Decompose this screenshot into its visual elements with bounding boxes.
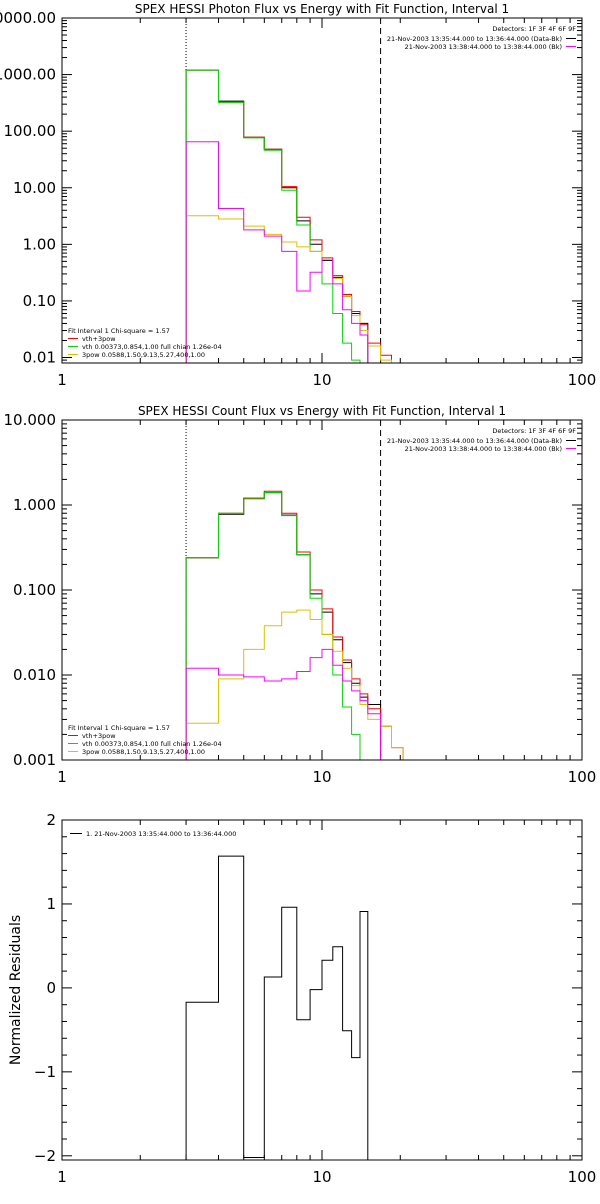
data-series [185,490,404,760]
legend-left-label: 3pow 0.0588,1.50,9.13,5.27,400,1.00 [82,748,205,756]
x-tick-label: 1 [57,1168,67,1186]
data-series [185,69,392,363]
y-tick-label: 0.100 [13,581,56,599]
legend-right-label: 21-Nov-2003 13:35:44.000 to 13:36:44.000… [387,437,562,445]
detectors-label: Detectors: 1F 3F 4F 6F 9F [492,25,576,33]
plot-frame [61,419,583,761]
plot-frame [61,17,583,364]
series-4-line [185,215,392,363]
legend-left-label: vth+3pow [82,335,116,343]
chart-panel-2: SPEX HESSI Count Flux vs Energy with Fit… [4,404,597,786]
y-tick-label: −1 [34,1063,56,1081]
plot-frame [61,819,583,1161]
x-tick-label: 10 [312,371,331,389]
x-tick-label: 10 [312,1168,331,1186]
y-ticks [62,17,582,364]
fit-chi-square-label: Fit Interval 1 Chi-square = 1.57 [68,724,170,732]
legend-left-label: vth+3pow [82,732,116,740]
series-2-line [185,69,392,363]
series-3-line [185,69,361,363]
legend-left-label: vth 0.00373,0.854,1.00 full chian 1.26e-… [82,343,222,351]
data-series [185,855,381,1160]
x-tick-label: 1 [57,371,67,389]
y-tick-label: 0.010 [13,666,56,684]
x-tick-label: 100 [568,371,597,389]
fit-chi-square-label: Fit Interval 1 Chi-square = 1.57 [68,327,170,335]
legend-right-label: 21-Nov-2003 13:35:44.000 to 13:36:44.000… [387,35,562,43]
chart-title: SPEX HESSI Photon Flux vs Energy with Fi… [135,2,509,16]
series-5-line [185,648,382,760]
y-tick-label: 1.000 [13,496,56,514]
y-tick-label: 10.00 [13,179,56,197]
y-tick-label: 2 [46,811,56,829]
legend-right-label: 21-Nov-2003 13:38:44.000 to 13:38:44.000… [405,43,562,51]
series-3-line [185,492,368,760]
y-tick-label: 1 [46,895,56,913]
x-tick-label: 1 [57,768,67,786]
detectors-label: Detectors: 1F 3F 4F 6F 9F [492,427,576,435]
y-tick-label: 1.00 [23,235,56,253]
y-tick-label: 10.000 [4,411,57,429]
y-axis-label: Normalized Residuals [8,915,24,1065]
chart-title: SPEX HESSI Count Flux vs Energy with Fit… [138,404,506,418]
x-ticks [61,18,583,363]
y-tick-label: 0 [46,979,56,997]
y-tick-label: 0.01 [23,349,56,367]
y-tick-label: 0.10 [23,292,56,310]
chart-panel-1: SPEX HESSI Photon Flux vs Energy with Fi… [0,2,596,389]
y-tick-label: 0.001 [13,751,56,769]
series-1-line [185,69,369,363]
legend-left-label: vth 0.00373,0.854,1.00 full chian 1.26e-… [82,740,222,748]
x-tick-label: 100 [568,768,597,786]
y-tick-label: −2 [34,1147,56,1165]
legend-right-label: 21-Nov-2003 13:38:44.000 to 13:38:44.000… [405,445,562,453]
series-2-line [185,490,404,760]
y-tick-label: 100.00 [4,122,57,140]
y-tick-label: 1000.00 [0,66,56,84]
legend-left-label: 3pow 0.0588,1.50,9.13,5.27,400,1.00 [82,351,205,359]
legend-left-label: 1. 21-Nov-2003 13:35:44.000 to 13:36:44.… [86,830,236,838]
x-tick-label: 100 [568,1168,597,1186]
series-5-line [185,141,369,363]
series-1-line [185,855,381,1160]
x-tick-label: 10 [312,768,331,786]
series-4-line [185,609,404,760]
